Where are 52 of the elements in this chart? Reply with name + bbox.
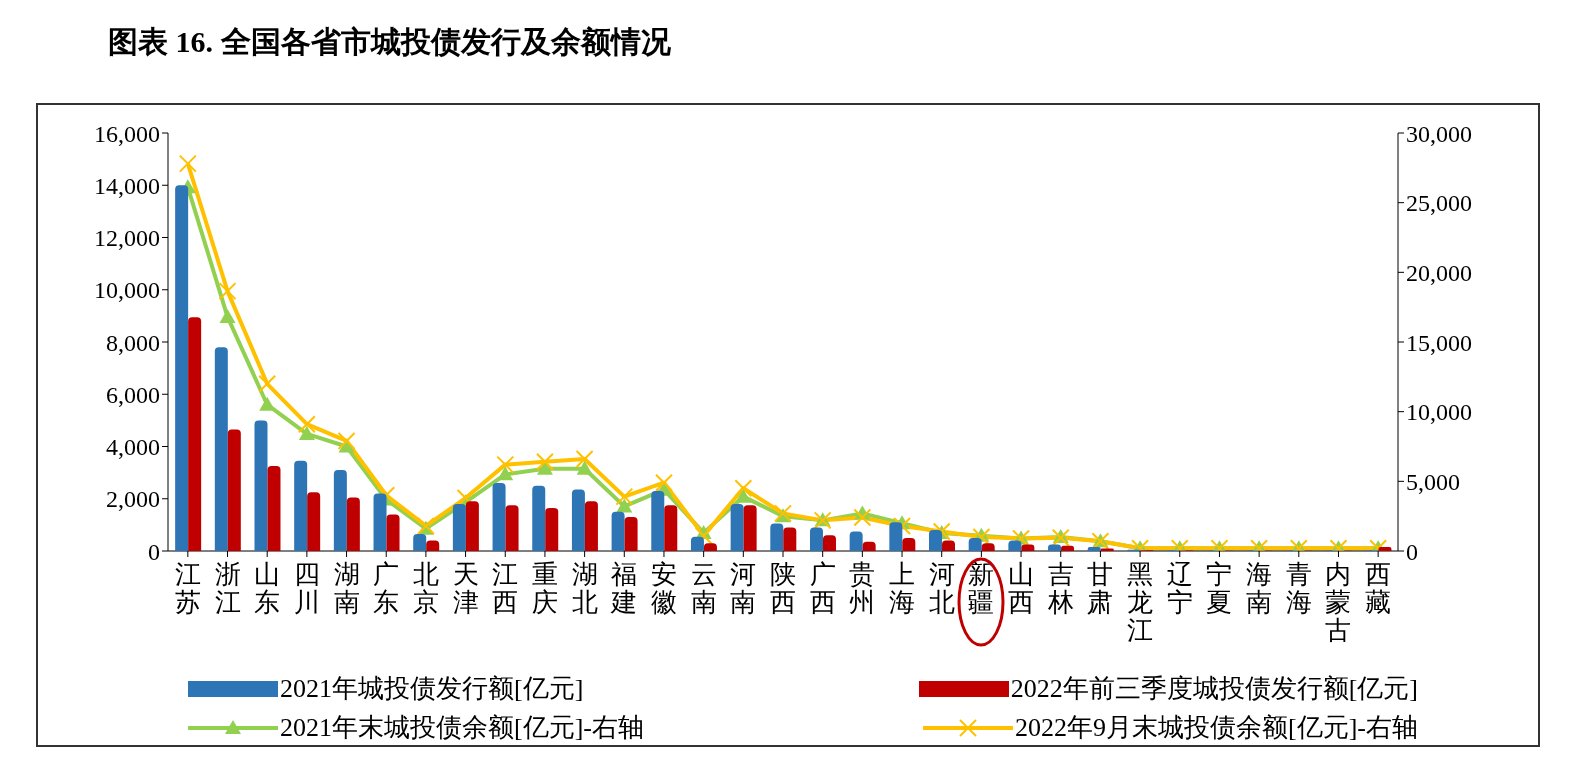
x-tick-label: 黑龙江 [1127, 560, 1154, 645]
x-tick-label: 西藏 [1365, 560, 1392, 617]
x-tick-label: 江西 [492, 560, 519, 617]
x-tick-label: 贵州 [849, 560, 876, 617]
x-tick-label: 新疆 [968, 560, 995, 617]
x-tick-label: 广东 [373, 560, 400, 617]
y-tick-label: 6,000 [106, 381, 160, 408]
legend-label: 2021年末城投债余额[亿元]-右轴 [280, 712, 644, 744]
y-tick-label: 8,000 [106, 329, 160, 356]
x-tick-label: 北京 [412, 560, 439, 617]
x-tick-label: 福建 [610, 560, 638, 617]
x-tick-label: 山东 [254, 560, 281, 617]
y2-tick-label: 30,000 [1406, 120, 1472, 147]
x-tick-label: 四川 [293, 560, 320, 617]
y2-tick-label: 25,000 [1406, 190, 1472, 217]
x-tick-label: 湖南 [333, 560, 360, 617]
legend-label: 2022年前三季度城投债发行额[亿元] [1010, 673, 1418, 705]
x-tick-label: 广西 [809, 560, 836, 617]
y-tick-label: 0 [148, 538, 160, 565]
chart-title: 图表 16. 全国各省市城投债发行及余额情况 [108, 24, 672, 60]
x-tick-label: 河北 [928, 560, 955, 617]
y2-tick-label: 0 [1406, 538, 1418, 565]
x-tick-label: 宁夏 [1206, 560, 1233, 617]
x-tick-label: 重庆 [531, 560, 558, 617]
x-tick-label: 湖北 [571, 560, 598, 617]
y-tick-label: 4,000 [106, 434, 160, 461]
x-tick-label: 甘肃 [1087, 560, 1114, 617]
x-tick-label: 云南 [690, 560, 717, 617]
y2-tick-label: 15,000 [1406, 329, 1472, 356]
x-tick-label: 安徽 [650, 560, 677, 617]
x-tick-label: 江苏 [174, 560, 201, 617]
y-tick-label: 2,000 [106, 486, 160, 513]
x-tick-label: 山西 [1008, 560, 1035, 617]
legend-label: 2021年城投债发行额[亿元] [280, 673, 584, 705]
x-tick-label: 内蒙古 [1325, 560, 1352, 645]
x-tick-label: 河南 [730, 560, 757, 617]
legend-label: 2022年9月末城投债余额[亿元]-右轴 [1015, 712, 1418, 744]
y-tick-label: 16,000 [94, 120, 160, 147]
y2-tick-label: 20,000 [1406, 259, 1472, 286]
y-tick-label: 10,000 [94, 277, 160, 304]
y-tick-label: 12,000 [94, 225, 160, 252]
x-tick-label: 天津 [452, 560, 479, 617]
x-tick-label: 陕西 [770, 560, 796, 617]
x-tick-label: 海南 [1246, 560, 1273, 617]
x-tick-label: 浙江 [214, 560, 241, 617]
x-tick-label: 辽宁 [1166, 560, 1193, 617]
x-tick-label: 上海 [889, 560, 916, 617]
y-tick-label: 14,000 [94, 172, 160, 199]
y2-tick-label: 5,000 [1406, 468, 1460, 495]
x-tick-label: 青海 [1285, 560, 1312, 617]
y2-tick-label: 10,000 [1406, 399, 1472, 426]
x-tick-label: 吉林 [1046, 560, 1074, 617]
